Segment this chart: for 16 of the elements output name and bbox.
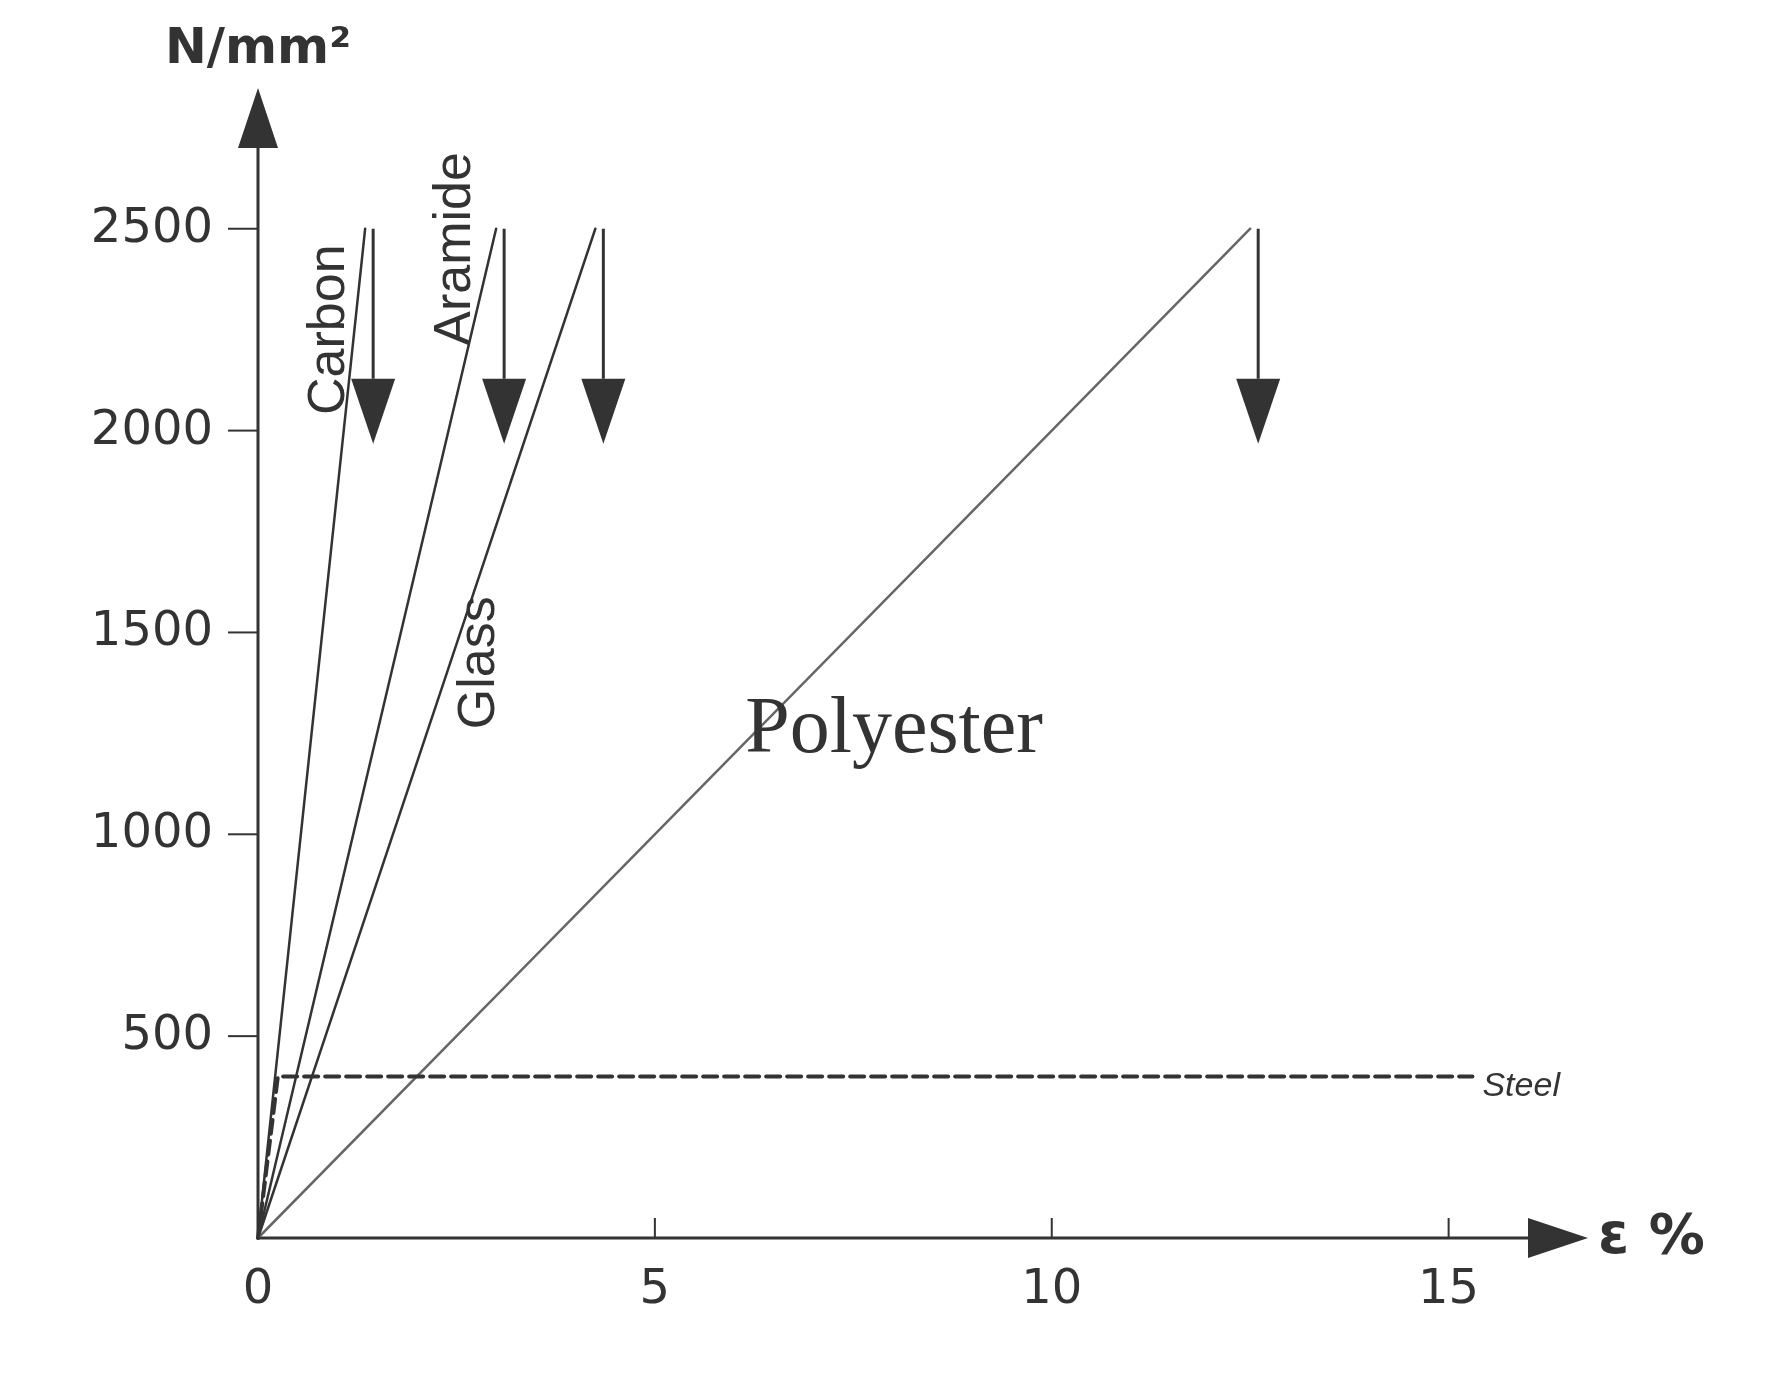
x-axis-title: ε % [1598, 1201, 1705, 1267]
y-tick-label: 1000 [90, 802, 213, 859]
y-axis-title: N/mm² [164, 17, 352, 75]
series-label: Steel [1482, 1064, 1562, 1103]
text: Carbon [297, 244, 356, 415]
x-tick-label: 15 [1418, 1258, 1480, 1314]
series-label: Polyester [745, 680, 1043, 769]
y-tick-label: 500 [121, 1004, 213, 1061]
y-tick-label: 2500 [90, 196, 213, 253]
text: Glass [447, 596, 506, 730]
y-tick-label: 2000 [90, 398, 213, 455]
x-tick-label: 10 [1021, 1258, 1083, 1314]
x-tick-label: 0 [242, 1258, 274, 1314]
y-tick-label: 1500 [90, 600, 213, 657]
x-tick-label: 5 [639, 1258, 671, 1314]
text: Aramide [423, 152, 482, 346]
